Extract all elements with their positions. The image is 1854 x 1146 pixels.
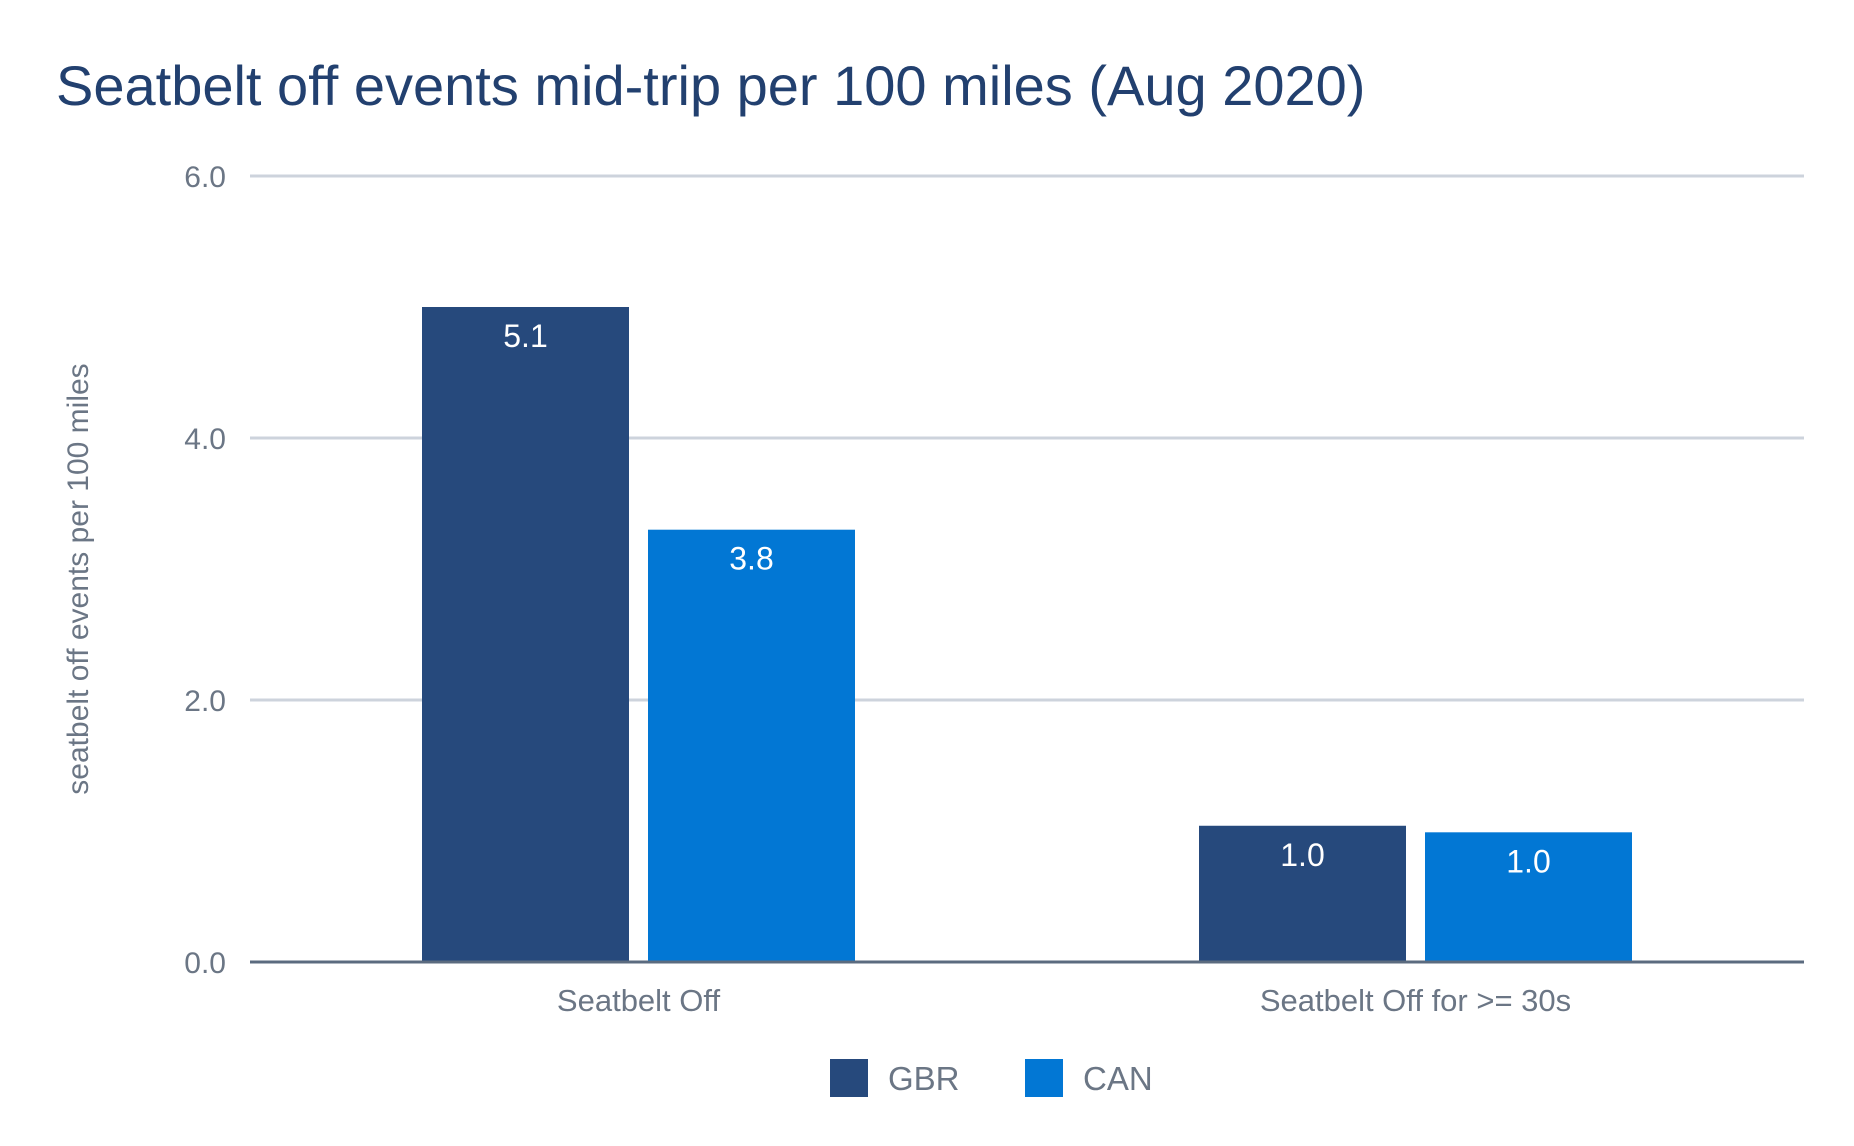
- bars: [422, 307, 1632, 962]
- bar-value-label: 3.8: [729, 541, 773, 577]
- x-category-label: Seatbelt Off: [557, 983, 721, 1018]
- y-axis-ticks: 0.0 2.0 4.0 6.0: [184, 161, 226, 980]
- legend-label-can: CAN: [1083, 1060, 1153, 1097]
- x-category-label: Seatbelt Off for >= 30s: [1260, 983, 1571, 1018]
- bar-value-labels: 5.1 3.8 1.0 1.0: [503, 318, 1550, 879]
- bar-can-1: [1425, 832, 1632, 962]
- bar-value-label: 1.0: [1506, 843, 1550, 879]
- bar-value-label: 1.0: [1280, 837, 1324, 873]
- y-tick-label: 6.0: [184, 161, 226, 194]
- x-axis-categories: Seatbelt Off Seatbelt Off for >= 30s: [557, 983, 1571, 1018]
- legend-swatch-gbr: [830, 1059, 868, 1097]
- y-tick-label: 2.0: [184, 685, 226, 718]
- legend-label-gbr: GBR: [888, 1060, 960, 1097]
- y-axis-label: seatbelt off events per 100 miles: [62, 363, 95, 794]
- bar-value-label: 5.1: [503, 318, 547, 354]
- legend: GBR CAN: [830, 1059, 1153, 1097]
- chart-title: Seatbelt off events mid-trip per 100 mil…: [56, 54, 1365, 117]
- y-tick-label: 0.0: [184, 947, 226, 980]
- bar-can-0: [648, 529, 855, 962]
- legend-swatch-can: [1025, 1059, 1063, 1097]
- y-tick-label: 4.0: [184, 423, 226, 456]
- bar-gbr-1: [1199, 825, 1406, 962]
- bar-gbr-0: [422, 307, 629, 962]
